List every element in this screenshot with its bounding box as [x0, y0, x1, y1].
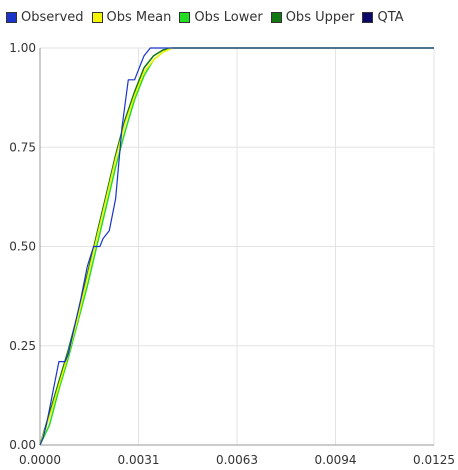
- legend-label: Obs Mean: [106, 9, 172, 25]
- legend-item-qta[interactable]: QTA: [362, 9, 404, 25]
- y-tick-label: 0.25: [9, 339, 36, 353]
- y-tick-label: 0.00: [9, 438, 36, 452]
- legend-label: Obs Upper: [285, 9, 355, 25]
- legend-label: Obs Lower: [194, 9, 263, 25]
- legend-item-observed[interactable]: Observed: [6, 10, 84, 25]
- legend-label: Observed: [21, 9, 84, 25]
- legend-swatch: [91, 11, 103, 23]
- tick-labels: 0.0000 0.0031 0.0063 0.0094 0.0125 0.00 0.25 0.…: [9, 41, 455, 467]
- legend-item-obs-lower[interactable]: Obs Lower: [179, 9, 263, 25]
- legend-item-obs-mean[interactable]: Obs Mean: [91, 9, 172, 25]
- x-tick-label: 0.0031: [118, 453, 160, 467]
- legend-label: QTA: [377, 9, 404, 25]
- x-tick-label: 0.0125: [413, 453, 455, 467]
- legend-swatch: [362, 11, 374, 23]
- y-tick-label: 0.50: [9, 240, 36, 254]
- chart-legend: Observed Obs Mean Obs Lower Obs Upper QTA: [0, 4, 406, 30]
- x-tick-label: 0.0094: [315, 453, 357, 467]
- series-lines: [39, 47, 434, 446]
- x-tick-label: 0.0063: [216, 453, 258, 467]
- x-tick-label: 0.0000: [19, 453, 61, 467]
- y-tick-label: 1.00: [9, 41, 36, 55]
- series-line-obs-mean: [39, 47, 434, 446]
- axes: [39, 48, 434, 446]
- legend-swatch: [270, 11, 282, 23]
- y-tick-label: 0.75: [9, 140, 36, 154]
- legend-swatch: [6, 11, 17, 23]
- series-line-observed: [39, 47, 434, 446]
- legend-item-obs-upper[interactable]: Obs Upper: [270, 9, 355, 25]
- legend-swatch: [179, 11, 191, 23]
